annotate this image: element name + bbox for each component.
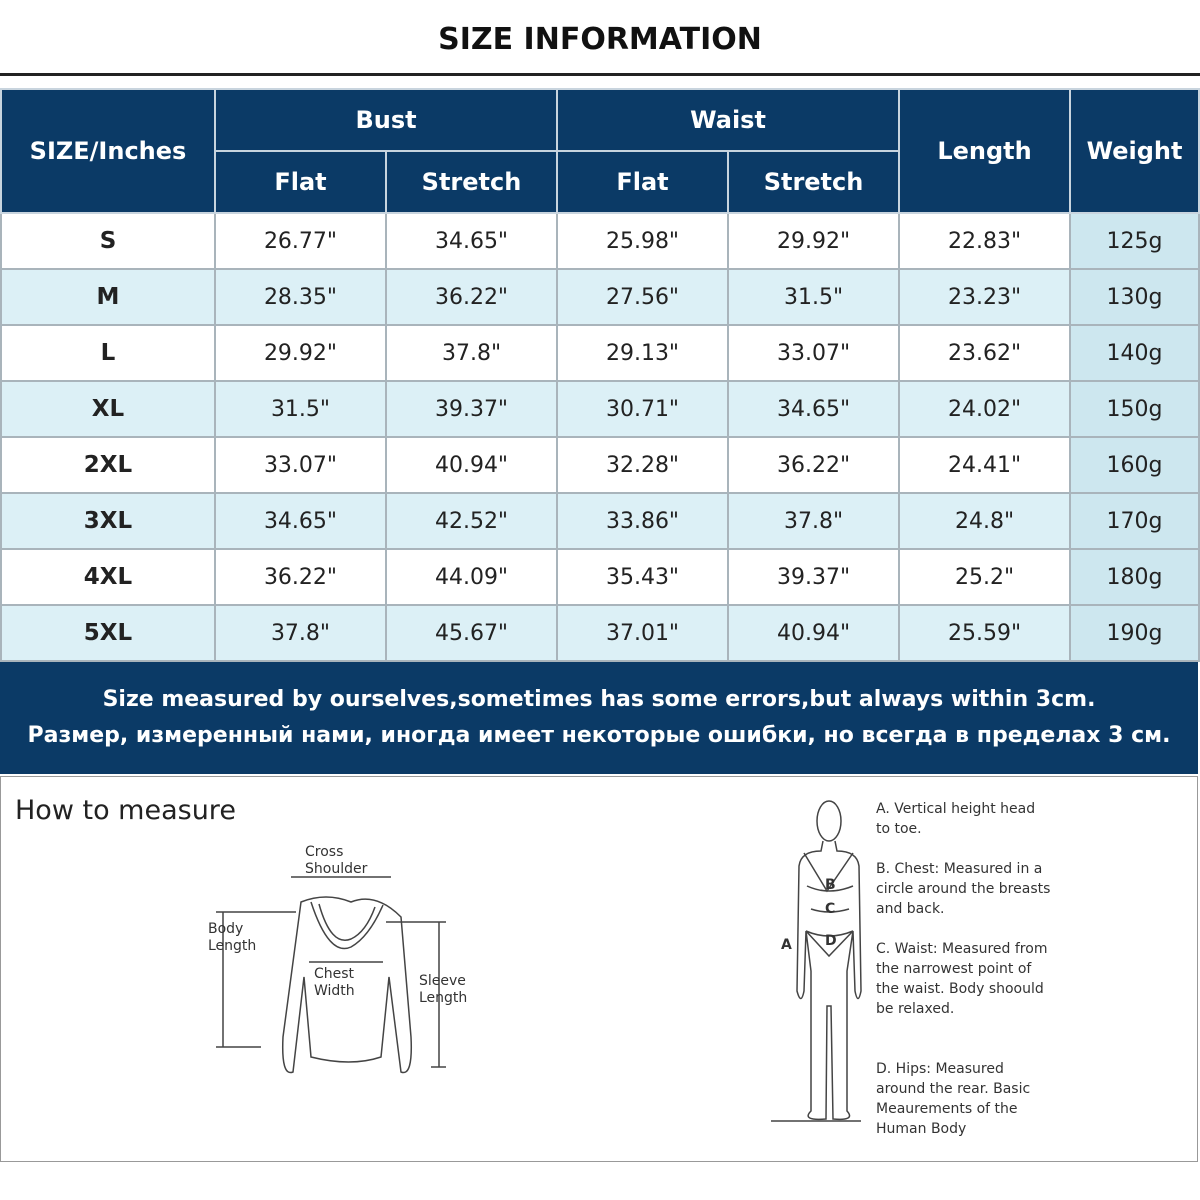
note-d: D. Hips: Measured around the rear. Basic… <box>876 1061 1031 1137</box>
cell-length: 23.62" <box>898 324 1072 382</box>
cell-weight: 170g <box>1069 492 1200 550</box>
cell-waist-flat: 29.13" <box>556 324 730 382</box>
how-to-measure-heading: How to measure <box>15 795 236 826</box>
how-to-measure-section: How to measure Cross Shoulder Body Lengt… <box>0 776 1198 1162</box>
cell-bust-stretch: 45.67" <box>384 604 559 662</box>
table-row: 5XL 37.8" 45.67" 37.01" 40.94" 25.59" 190g <box>0 604 1200 662</box>
cell-bust-stretch: 39.37" <box>384 380 559 438</box>
cell-bust-stretch: 42.52" <box>384 492 559 550</box>
cell-waist-stretch: 36.22" <box>727 436 901 494</box>
cell-size: L <box>0 324 216 382</box>
cell-bust-flat: 33.07" <box>214 436 387 494</box>
cell-size: 4XL <box>0 548 216 606</box>
table-row: M 28.35" 36.22" 27.56" 31.5" 23.23" 130g <box>0 268 1200 326</box>
cell-weight: 150g <box>1069 380 1200 438</box>
label-chest-width: Chest Width <box>314 966 355 999</box>
cell-waist-stretch: 37.8" <box>727 492 901 550</box>
cell-waist-stretch: 40.94" <box>727 604 901 662</box>
page-title: SIZE INFORMATION <box>438 22 762 57</box>
label-sleeve-length: Sleeve Length <box>419 973 468 1006</box>
cell-waist-flat: 35.43" <box>556 548 730 606</box>
note-c: C. Waist: Measured from the narrowest po… <box>876 941 1048 1017</box>
size-table: SIZE/Inches Bust Waist Length Weight Fla… <box>0 88 1200 662</box>
cell-size: XL <box>0 380 216 438</box>
header-waist: Waist <box>556 88 901 152</box>
cell-bust-flat: 31.5" <box>214 380 387 438</box>
title-divider <box>0 73 1200 76</box>
header-bust: Bust <box>213 88 559 152</box>
cell-length: 25.2" <box>898 548 1072 606</box>
cell-size: M <box>0 268 216 326</box>
cell-waist-flat: 32.28" <box>556 436 730 494</box>
cell-bust-flat: 29.92" <box>214 324 387 382</box>
cell-length: 23.23" <box>898 268 1072 326</box>
cell-bust-stretch: 37.8" <box>384 324 559 382</box>
cell-bust-flat: 34.65" <box>214 492 387 550</box>
table-row: 3XL 34.65" 42.52" 33.86" 37.8" 24.8" 170g <box>0 492 1200 550</box>
cell-size: 2XL <box>0 436 216 494</box>
note-b: B. Chest: Measured in a circle around th… <box>876 861 1051 917</box>
cell-waist-flat: 27.56" <box>556 268 730 326</box>
letter-b: B <box>825 877 836 893</box>
header-bust-stretch: Stretch <box>384 150 559 214</box>
cell-size: 3XL <box>0 492 216 550</box>
cell-size: 5XL <box>0 604 216 662</box>
cell-bust-flat: 28.35" <box>214 268 387 326</box>
letter-c: C <box>825 901 836 917</box>
disclaimer-en: Size measured by ourselves,sometimes has… <box>102 687 1096 712</box>
cell-bust-stretch: 40.94" <box>384 436 559 494</box>
header-length: Length <box>898 88 1072 214</box>
cell-waist-stretch: 31.5" <box>727 268 901 326</box>
cell-bust-flat: 36.22" <box>214 548 387 606</box>
cell-weight: 140g <box>1069 324 1200 382</box>
cell-bust-flat: 26.77" <box>214 212 387 270</box>
note-a: A. Vertical height head to toe. <box>876 801 1036 837</box>
header-weight: Weight <box>1069 88 1200 214</box>
cell-waist-flat: 25.98" <box>556 212 730 270</box>
cell-weight: 160g <box>1069 436 1200 494</box>
cell-size: S <box>0 212 216 270</box>
cell-weight: 190g <box>1069 604 1200 662</box>
table-row: XL 31.5" 39.37" 30.71" 34.65" 24.02" 150g <box>0 380 1200 438</box>
header-waist-flat: Flat <box>556 150 730 214</box>
cell-bust-stretch: 44.09" <box>384 548 559 606</box>
cell-waist-stretch: 33.07" <box>727 324 901 382</box>
cell-waist-flat: 30.71" <box>556 380 730 438</box>
label-body-length: Body Length <box>208 921 257 954</box>
cell-waist-stretch: 34.65" <box>727 380 901 438</box>
cell-waist-flat: 33.86" <box>556 492 730 550</box>
cell-length: 24.8" <box>898 492 1072 550</box>
letter-d: D <box>825 933 837 949</box>
cell-weight: 180g <box>1069 548 1200 606</box>
header-bust-flat: Flat <box>214 150 387 214</box>
human-body-diagram-icon <box>771 800 862 1122</box>
cell-weight: 125g <box>1069 212 1200 270</box>
cell-length: 22.83" <box>898 212 1072 270</box>
label-cross-shoulder: Cross Shoulder <box>305 844 368 877</box>
table-row: S 26.77" 34.65" 25.98" 29.92" 22.83" 125g <box>0 212 1200 270</box>
disclaimer-ru: Размер, измеренный нами, иногда имеет не… <box>27 723 1171 748</box>
table-row: 2XL 33.07" 40.94" 32.28" 36.22" 24.41" 160g <box>0 436 1200 494</box>
sweater-diagram-icon <box>216 876 446 1074</box>
cell-weight: 130g <box>1069 268 1200 326</box>
cell-length: 24.41" <box>898 436 1072 494</box>
disclaimer-banner: Size measured by ourselves,sometimes has… <box>0 662 1198 774</box>
cell-waist-stretch: 39.37" <box>727 548 901 606</box>
letter-a: A <box>781 937 792 953</box>
cell-bust-stretch: 34.65" <box>384 212 559 270</box>
cell-length: 25.59" <box>898 604 1072 662</box>
table-row: L 29.92" 37.8" 29.13" 33.07" 23.62" 140g <box>0 324 1200 382</box>
header-size: SIZE/Inches <box>0 88 216 214</box>
cell-bust-stretch: 36.22" <box>384 268 559 326</box>
cell-waist-stretch: 29.92" <box>727 212 901 270</box>
table-row: 4XL 36.22" 44.09" 35.43" 39.37" 25.2" 180g <box>0 548 1200 606</box>
header-waist-stretch: Stretch <box>727 150 901 214</box>
cell-waist-flat: 37.01" <box>556 604 730 662</box>
cell-bust-flat: 37.8" <box>214 604 387 662</box>
cell-length: 24.02" <box>898 380 1072 438</box>
